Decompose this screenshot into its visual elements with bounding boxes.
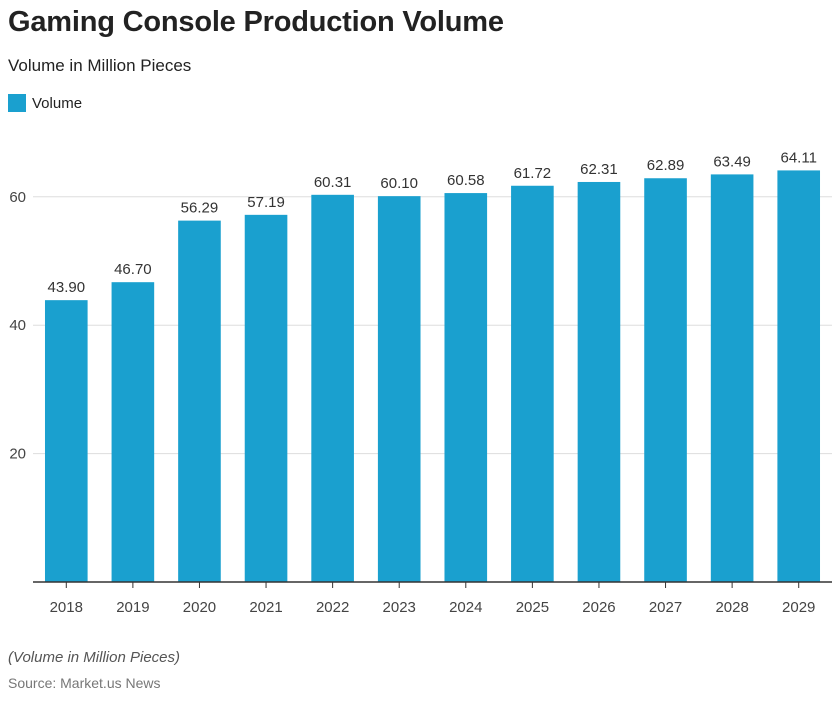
y-tick-label: 60 <box>9 189 26 206</box>
bar-2028 <box>710 174 754 582</box>
bar-2026 <box>577 181 621 583</box>
bar-2024 <box>444 193 488 582</box>
data-label-2022: 60.31 <box>314 174 352 191</box>
x-tick-label-2028: 2028 <box>715 599 748 616</box>
bar-2025 <box>511 185 554 582</box>
data-labels: 43.90 46.70 56.29 57.19 60.31 60.10 60.58 61.72… <box>48 149 817 296</box>
x-tick-label-2026: 2026 <box>582 599 615 616</box>
y-axis: 20 40 60 <box>9 189 26 463</box>
y-tick-label: 40 <box>9 317 26 334</box>
data-label-2018: 43.90 <box>48 279 86 296</box>
bar-2022 <box>311 194 354 582</box>
bar-2023 <box>377 196 421 582</box>
data-label-2025: 61.72 <box>514 165 552 182</box>
grid-lines <box>33 196 832 455</box>
bar-2029 <box>777 170 821 582</box>
data-label-2020: 56.29 <box>181 200 219 217</box>
x-tick-label-2021: 2021 <box>249 599 282 616</box>
data-label-2024: 60.58 <box>447 172 485 189</box>
bar-2018 <box>44 300 88 582</box>
x-tick-label-2024: 2024 <box>449 599 482 616</box>
data-label-2028: 63.49 <box>713 153 751 170</box>
bar-2019 <box>111 282 155 582</box>
x-tick-label-2029: 2029 <box>782 599 815 616</box>
x-tick-label-2019: 2019 <box>116 599 149 616</box>
legend-label: Volume <box>32 94 83 112</box>
chart-subtitle: Volume in Million Pieces <box>8 56 192 75</box>
bars <box>44 170 821 583</box>
data-label-2021: 57.19 <box>247 194 285 211</box>
x-tick-label-2023: 2023 <box>383 599 416 616</box>
data-label-2026: 62.31 <box>580 161 618 178</box>
bar-2021 <box>244 214 288 582</box>
chart-title: Gaming Console Production Volume <box>8 6 504 38</box>
data-label-2027: 62.89 <box>647 157 685 174</box>
data-label-2019: 46.70 <box>114 261 152 278</box>
y-tick-label: 20 <box>9 446 26 463</box>
x-axis: 2018 2019 2020 2021 2022 2023 2024 2025 2026 2027… <box>33 581 832 616</box>
chart-source: Source: Market.us News <box>8 675 161 691</box>
chart-note: (Volume in Million Pieces) <box>8 649 181 666</box>
bar-2020 <box>178 220 221 582</box>
legend-swatch <box>8 94 26 112</box>
x-tick-label-2022: 2022 <box>316 599 349 616</box>
data-label-2029: 64.11 <box>780 149 816 166</box>
bar-2027 <box>644 178 687 582</box>
data-label-2023: 60.10 <box>380 175 418 192</box>
x-tick-label-2025: 2025 <box>516 599 549 616</box>
x-tick-label-2027: 2027 <box>649 599 682 616</box>
x-tick-label-2018: 2018 <box>50 599 83 616</box>
legend: Volume <box>8 94 82 112</box>
x-tick-label-2020: 2020 <box>183 599 216 616</box>
